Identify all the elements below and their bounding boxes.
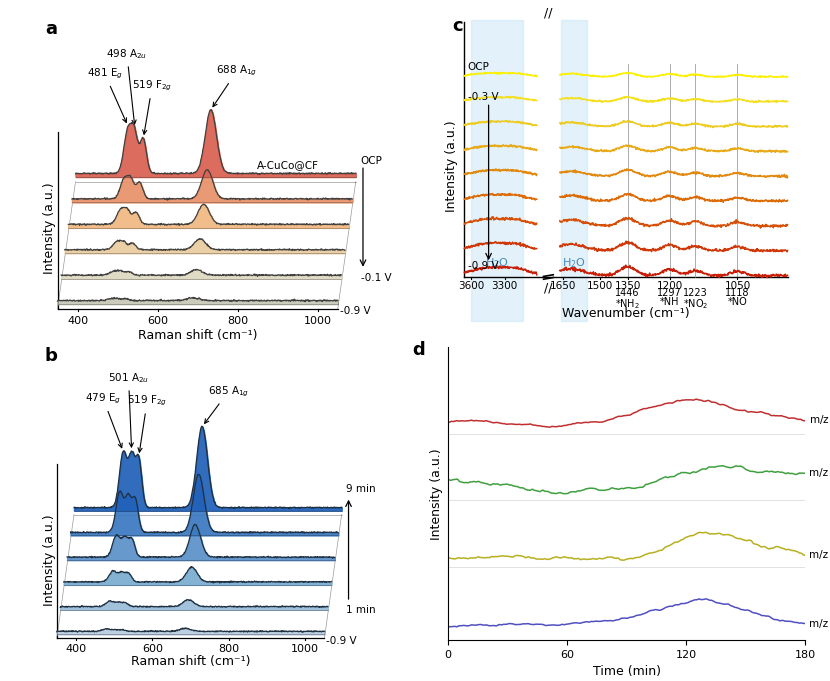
Text: 3300: 3300 [491,281,518,291]
Text: 1200: 1200 [657,281,683,291]
Text: 9 min: 9 min [346,484,376,494]
Text: 1000: 1000 [304,316,332,326]
Text: 519 F$_{2g}$: 519 F$_{2g}$ [127,394,168,452]
Text: Raman shift (cm⁻¹): Raman shift (cm⁻¹) [138,329,257,342]
Text: 479 E$_g$: 479 E$_g$ [85,392,122,447]
Text: 1350: 1350 [614,281,641,291]
Text: -0.9 V: -0.9 V [326,636,357,646]
Text: 1000: 1000 [291,644,320,654]
Text: *NO: *NO [728,297,747,307]
Text: //: // [544,282,553,295]
Text: 1650: 1650 [549,281,576,291]
Text: c: c [452,17,462,35]
Text: m/z = 17 NH$_3$: m/z = 17 NH$_3$ [809,413,830,428]
Text: -0.9 V: -0.9 V [339,306,370,316]
Text: m/z = 14 *N: m/z = 14 *N [809,550,830,560]
X-axis label: Time (min): Time (min) [593,665,661,678]
Text: 600: 600 [142,644,163,654]
Text: 498 A$_{2u}$: 498 A$_{2u}$ [106,48,148,124]
Text: 1500: 1500 [587,281,613,291]
Text: 1 min: 1 min [346,605,376,615]
Text: 800: 800 [227,316,248,326]
Text: H$_2$O: H$_2$O [485,256,509,270]
Text: 1297: 1297 [657,287,682,298]
Text: -0.1 V: -0.1 V [360,273,391,283]
Text: Intensity (a.u.): Intensity (a.u.) [43,182,56,274]
Text: 1118: 1118 [725,287,749,298]
Text: 3600: 3600 [457,281,484,291]
Y-axis label: Intensity (a.u.): Intensity (a.u.) [430,448,442,539]
Text: H$_2$O: H$_2$O [562,256,586,270]
Text: Intensity (a.u.): Intensity (a.u.) [42,514,56,606]
Text: 1223: 1223 [683,287,708,298]
Text: A-CuCo@CF: A-CuCo@CF [256,160,319,170]
Text: //: // [544,6,553,19]
Text: -0.9 V: -0.9 V [467,261,498,270]
Text: OCP: OCP [360,156,383,165]
Text: Intensity (a.u.): Intensity (a.u.) [445,121,458,212]
Text: b: b [45,347,58,365]
Text: OCP: OCP [467,63,490,72]
Text: *NO$_2$: *NO$_2$ [683,297,708,311]
Text: 400: 400 [66,644,86,654]
Text: 685 A$_{1g}$: 685 A$_{1g}$ [205,385,249,424]
Text: 501 A$_{2u}$: 501 A$_{2u}$ [108,371,149,447]
Text: -0.3 V: -0.3 V [467,91,498,101]
Text: Raman shift (cm⁻¹): Raman shift (cm⁻¹) [131,655,251,668]
Text: 519 F$_{2g}$: 519 F$_{2g}$ [132,78,173,134]
Text: 1446: 1446 [615,287,640,298]
Text: *NH$_2$: *NH$_2$ [615,297,640,311]
Text: 1050: 1050 [725,281,750,291]
Text: a: a [45,20,57,38]
Text: 600: 600 [147,316,168,326]
Text: m/z = 30 *NO: m/z = 30 *NO [809,618,830,629]
Text: Wavenumber (cm⁻¹): Wavenumber (cm⁻¹) [562,308,690,321]
Text: 481 E$_g$: 481 E$_g$ [86,67,126,123]
Text: d: d [413,341,425,360]
Text: *NH: *NH [660,297,679,307]
Bar [561,20,587,321]
Text: 800: 800 [218,644,239,654]
Bar [471,20,523,321]
Text: m/z = 15 *NH: m/z = 15 *NH [809,469,830,478]
Text: 688 A$_{1g}$: 688 A$_{1g}$ [213,64,257,107]
Text: 400: 400 [67,316,88,326]
